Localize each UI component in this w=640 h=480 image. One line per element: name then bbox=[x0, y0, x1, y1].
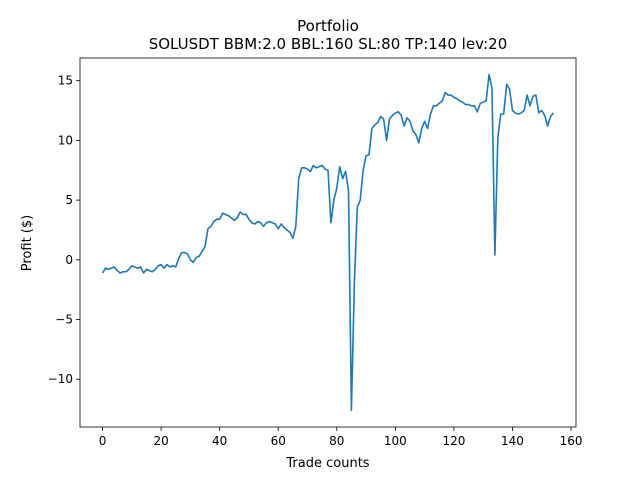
x-tick-label: 140 bbox=[501, 434, 524, 448]
y-tick-label: 15 bbox=[58, 74, 73, 88]
x-tick-label: 60 bbox=[271, 434, 286, 448]
y-tick-label: 0 bbox=[65, 253, 73, 267]
x-tick-label: 80 bbox=[329, 434, 344, 448]
axes-frame bbox=[79, 57, 577, 428]
x-tick-label: 160 bbox=[560, 434, 583, 448]
y-tick-label: −10 bbox=[48, 372, 73, 386]
y-tick-label: −5 bbox=[55, 313, 73, 327]
x-tick-label: 20 bbox=[153, 434, 168, 448]
x-tick-label: 0 bbox=[99, 434, 107, 448]
chart-title: Portfolio bbox=[297, 17, 359, 35]
x-tick-label: 40 bbox=[212, 434, 227, 448]
y-tick-label: 5 bbox=[65, 193, 73, 207]
data-line bbox=[101, 73, 555, 412]
chart-subtitle: SOLUSDT BBM:2.0 BBL:160 SL:80 TP:140 lev… bbox=[149, 35, 508, 53]
y-tick-label: 10 bbox=[58, 133, 73, 147]
x-tick-label: 100 bbox=[384, 434, 407, 448]
x-axis-label: Trade counts bbox=[285, 456, 369, 471]
x-tick-label: 120 bbox=[442, 434, 465, 448]
y-axis-label: Profit ($) bbox=[20, 215, 35, 271]
